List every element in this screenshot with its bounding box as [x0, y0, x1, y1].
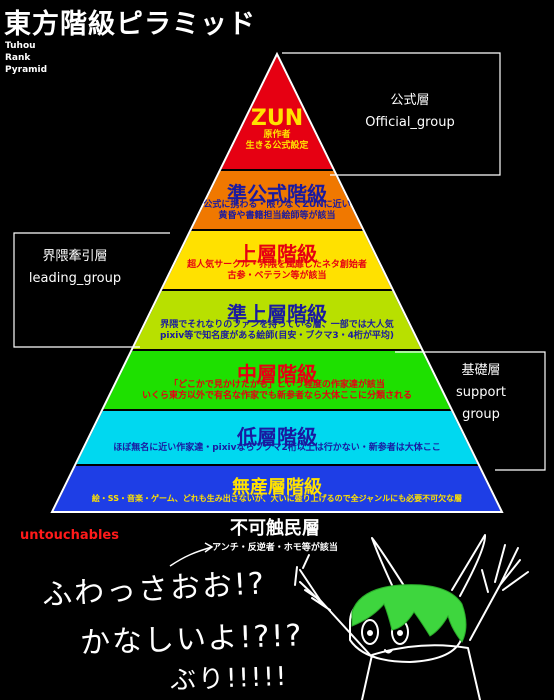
bottom-tier-desc: アンチ・反逆者・ホモ等が該当: [212, 543, 338, 553]
leading-group-jp: 界隈牽引層: [42, 249, 108, 264]
support-group-en2: group: [462, 407, 500, 422]
official-group-en: Official_group: [365, 115, 455, 130]
subtitle-line: Tuhou: [5, 41, 36, 51]
official-group-jp: 公式層: [390, 93, 430, 108]
tier-description-line: 「どこかで見かけたかも」という程度の作家達が該当: [169, 380, 385, 390]
official-bracket: [282, 52, 501, 176]
doodle-hair: [351, 584, 467, 643]
tier-description: 絵・SS・音楽・ゲーム、どれも生み出さないが、大いに盛り上げるので全ジャンルにも…: [57, 493, 497, 504]
support-group-jp: 基礎層: [461, 363, 501, 378]
tier-name: ZUN: [250, 106, 304, 131]
arrow: [169, 542, 214, 567]
tier-description: 界隈でそれなりのファンを持っている層、一部では大人気 pixiv等で知名度がある絵…: [57, 320, 497, 342]
handwriting-line: かなしいよ!?!?: [79, 618, 304, 661]
page-title: 東方階級ピラミッド: [4, 9, 256, 40]
pyramid-outline: [50, 51, 504, 513]
tier-description-line: 界隈でそれなりのファンを持っている層、一部では大人気: [160, 320, 394, 330]
tier-description: 公式に携わる・限りなくZUNに近い 黄昏や書籍担当絵師等が該当: [57, 200, 497, 222]
tier-name: 準上層階級: [227, 302, 327, 326]
group-brackets: [13, 52, 546, 471]
doodle-character: [294, 534, 529, 700]
tier-description-line: いくら東方以外で有名な作家でも新参者なら大体ここに分類される: [141, 391, 412, 401]
subtitle-line: Pyramid: [5, 65, 48, 75]
tier-description-line: 生きる公式設定: [245, 141, 309, 151]
support-bracket: [395, 351, 546, 471]
bottom-tier-name: 不可触民層: [230, 518, 320, 539]
tier-name: 準公式階級: [227, 182, 327, 206]
support-group-en1: support: [456, 385, 506, 400]
tier-name: 無産層階級: [232, 477, 322, 498]
tier-description-line: 原作者: [263, 130, 291, 140]
support-group-label: 基礎層 support group: [436, 360, 526, 426]
tier-description-line: ほぼ無名に近い作家達・pixivならブクマ2桁以上は行かない・新参者は大体ここ: [113, 443, 441, 453]
tier-description: 「どこかで見かけたかも」という程度の作家達が該当 いくら東方以外で有名な作家でも新…: [57, 380, 497, 402]
tier-description-line: 公式に携わる・限りなくZUNに近い: [203, 200, 351, 210]
leading-group-en: leading_group: [28, 271, 122, 286]
official-group-label: 公式層 Official_group: [350, 90, 470, 134]
untouchables-label: untouchables: [20, 528, 119, 543]
tier-name: 上層階級: [237, 242, 317, 266]
leading-bracket: [13, 232, 170, 348]
tier-name: 低層階級: [237, 425, 317, 449]
tier-description-line: 黄昏や書籍担当絵師等が該当: [218, 211, 336, 221]
tier-description: 原作者 生きる公式設定: [57, 130, 497, 152]
tier-description-line: 絵・SS・音楽・ゲーム、どれも生み出さないが、大いに盛り上げるので全ジャンルにも…: [91, 494, 463, 503]
subtitle: Tuhou Rank Pyramid: [5, 40, 47, 76]
tier-description: ほぼ無名に近い作家達・pixivならブクマ2桁以上は行かない・新参者は大体ここ: [57, 443, 497, 454]
leading-group-label: 界隈牽引層 leading_group: [20, 246, 130, 290]
tier-name: 中層階級: [237, 362, 317, 386]
tier-description-line: 超人気サークル・界隈を風靡したネタ創始者: [187, 260, 367, 270]
tier-description-line: pixiv等で知名度がある絵師(目安・ブクマ3・4桁が平均): [159, 331, 395, 341]
subtitle-line: Rank: [5, 53, 31, 63]
tier-description-line: 古参・ベテラン等が該当: [227, 271, 327, 281]
tier-description: 超人気サークル・界隈を風靡したネタ創始者 古参・ベテラン等が該当: [57, 260, 497, 282]
handwriting-line: ぶり!!!!!: [169, 661, 289, 696]
